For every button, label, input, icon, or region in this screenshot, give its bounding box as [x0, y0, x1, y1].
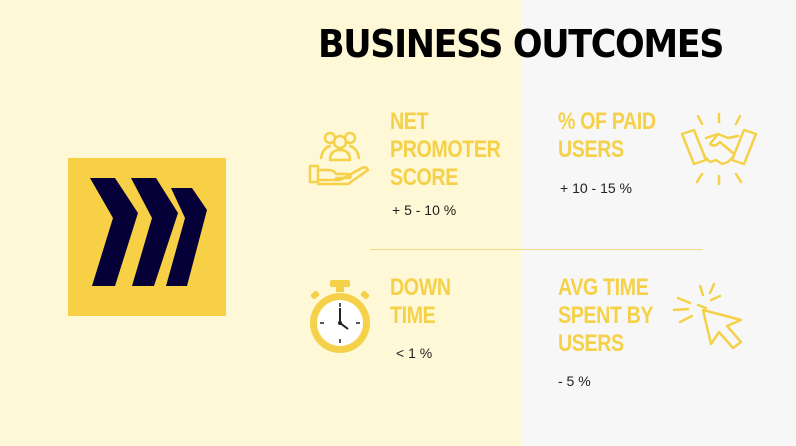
- customer-hand-icon: [308, 131, 370, 186]
- slide-title: BUSINESS OUTCOMES: [318, 22, 724, 66]
- metric-value-avg-time-spent: - 5 %: [558, 373, 591, 389]
- right-background-panel: [522, 0, 796, 446]
- metric-value-down-time: < 1 %: [396, 345, 433, 361]
- handshake-icon: [680, 112, 758, 186]
- metric-label-down-time: DOWN TIME: [390, 274, 451, 329]
- section-divider: [370, 249, 703, 250]
- metric-label-paid-users: % OF PAID USERS: [558, 108, 656, 163]
- metric-label-avg-time-spent: AVG TIME SPENT BY USERS: [558, 274, 654, 357]
- stopwatch-icon: [310, 280, 370, 353]
- metric-value-net-promoter-score: + 5 - 10 %: [392, 202, 457, 218]
- metric-label-net-promoter-score: NET PROMOTER SCORE: [390, 108, 501, 191]
- metric-value-paid-users: + 10 - 15 %: [560, 180, 632, 196]
- miro-logo-icon: [68, 158, 226, 316]
- cursor-click-icon: [672, 282, 743, 350]
